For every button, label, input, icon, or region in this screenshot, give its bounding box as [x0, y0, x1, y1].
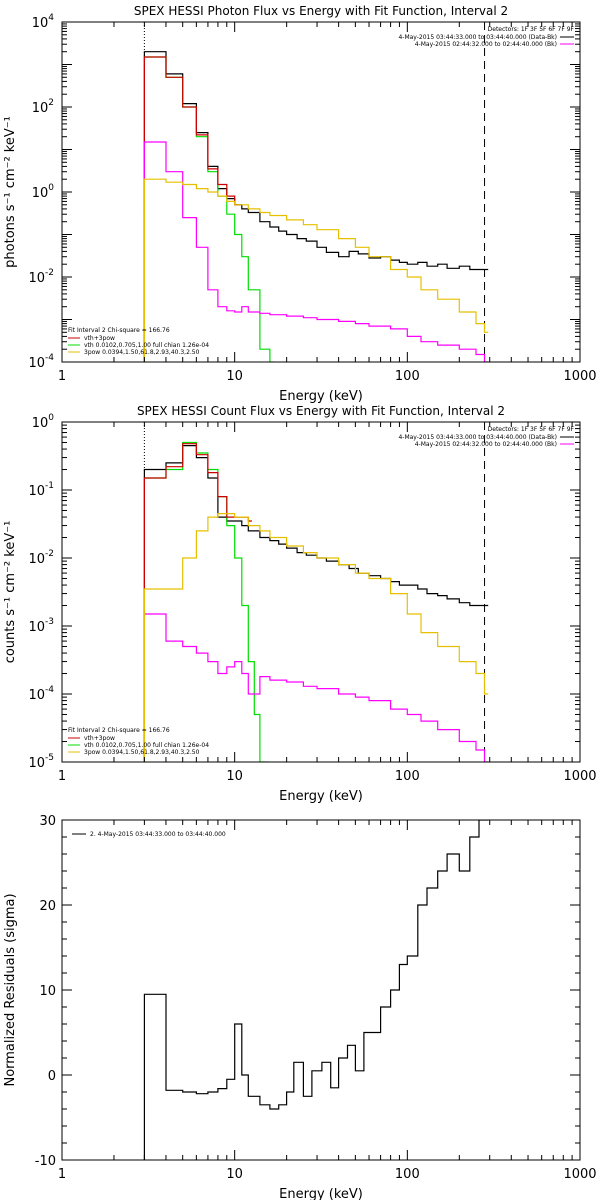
y-tick-label: 10-4 — [28, 353, 54, 371]
chart-title: SPEX HESSI Count Flux vs Energy with Fit… — [137, 404, 505, 418]
fit-legend-entry: vth 0.0102,0.705,1.00 full chian 1.26e-0… — [84, 742, 209, 749]
y-axis-label: Normalized Residuals (sigma) — [3, 893, 18, 1086]
x-tick-label: 1 — [58, 369, 66, 384]
fit-legend-entry: vth+3pow — [84, 735, 115, 742]
fit-legend-entry: 3pow 0.0394,1.50,61.8,2.93,40.3,2.50 — [84, 749, 200, 756]
y-tick-label: 10-4 — [28, 685, 54, 703]
x-tick-label: 100 — [395, 769, 420, 784]
x-tick-label: 100 — [395, 369, 420, 384]
series-line-1 — [143, 51, 489, 362]
x-axis-label: Energy (keV) — [279, 789, 363, 804]
series-group — [143, 51, 489, 362]
y-tick-label: 104 — [32, 13, 55, 31]
series-line-3 — [143, 443, 252, 762]
x-tick-label: 1000 — [563, 1167, 596, 1182]
x-axis-label: Energy (keV) — [279, 1187, 363, 1200]
legend-header: Detectors: 1F 3F 5F 6F 7F 9F — [488, 426, 575, 433]
y-tick-label: 30 — [39, 814, 56, 829]
chart-title: SPEX HESSI Photon Flux vs Energy with Fi… — [134, 4, 508, 18]
x-tick-label: 100 — [395, 1167, 420, 1182]
x-tick-label: 1000 — [563, 769, 596, 784]
x-tick-label: 10 — [226, 769, 243, 784]
y-tick-label: 10-1 — [28, 481, 54, 499]
series-line-4 — [143, 141, 489, 362]
series-line-1 — [143, 445, 489, 762]
series-line-5 — [143, 513, 489, 762]
y-tick-label: 0 — [48, 1069, 56, 1084]
y-axis-label: photons s⁻¹ cm⁻² keV⁻¹ — [3, 116, 18, 268]
series-line-5 — [143, 178, 489, 362]
y-tick-label: 102 — [32, 98, 54, 116]
y-axis-label: counts s⁻¹ cm⁻² keV⁻¹ — [3, 521, 18, 664]
plot-frame — [61, 421, 581, 763]
chart-panel-1: 1 10 100 1000 10-4 10-2 100 102 104 SPEX HESSI Ph… — [3, 4, 597, 404]
y-tick-label: 10-2 — [28, 268, 54, 286]
legend-entry: 4-May-2015 02:44:32.000 to 02:44:40.000 … — [415, 441, 557, 448]
fit-legend-header: Fit Interval 2 Chi-square = 166.76 — [68, 327, 170, 334]
chart-panel-2: 1 10 100 1000 10-5 10-4 10-3 10-2 10-1 100 SPEX HE… — [3, 404, 597, 804]
x-axis-label: Energy (keV) — [279, 389, 363, 404]
series-line-2 — [143, 441, 269, 762]
legend-entry: 4-May-2015 03:44:33.000 to 03:44:40.000 … — [398, 34, 557, 41]
y-tick-label: -10 — [35, 1154, 56, 1169]
legend-entry: 4-May-2015 02:44:32.000 to 02:44:40.000 … — [415, 41, 557, 48]
plot-frame — [61, 21, 581, 363]
series-group — [143, 441, 489, 762]
y-tick-label: 10-2 — [28, 549, 54, 567]
x-tick-label: 1000 — [563, 369, 596, 384]
y-tick-label: 100 — [32, 183, 55, 201]
legend-entry: 4-May-2015 03:44:33.000 to 03:44:40.000 … — [398, 434, 557, 441]
series-line-4 — [143, 613, 489, 762]
x-tick-label: 10 — [226, 369, 243, 384]
y-tick-label: 20 — [39, 899, 56, 914]
y-tick-label: 10 — [39, 984, 56, 999]
series-line-3 — [143, 56, 239, 362]
series-line-1 — [143, 820, 489, 1160]
chart-panel-3: 1 10 100 1000 -10 0 10 20 30 Energy (keV) Normaliz… — [3, 814, 597, 1200]
x-tick-label: 10 — [226, 1167, 243, 1182]
legend-header: Detectors: 1F 3F 5F 6F 7F 9F — [488, 26, 575, 33]
fit-legend-entry: vth 0.0102,0.705,1.00 full chian 1.26e-0… — [84, 342, 209, 349]
plot-frame — [61, 819, 581, 1161]
residual-legend-entry: 2. 4-May-2015 03:44:33.000 to 03:44:40.0… — [90, 831, 226, 838]
fit-legend-entry: vth+3pow — [84, 335, 115, 342]
x-tick-label: 1 — [58, 1167, 66, 1182]
y-tick-label: 10-3 — [28, 617, 54, 635]
y-tick-label: 100 — [32, 413, 55, 431]
x-tick-label: 1 — [58, 769, 66, 784]
fit-legend-header: Fit Interval 2 Chi-square = 166.76 — [68, 727, 170, 734]
fit-legend-entry: 3pow 0.0394,1.50,61.8,2.93,40.3,2.50 — [84, 349, 200, 356]
y-tick-label: 10-5 — [28, 753, 54, 771]
series-group — [143, 820, 489, 1160]
